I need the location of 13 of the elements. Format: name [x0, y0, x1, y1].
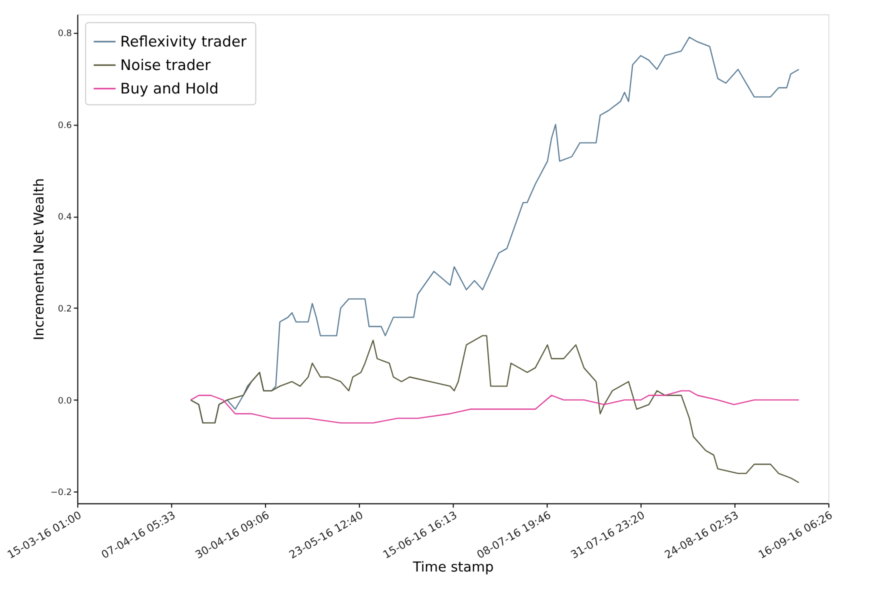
y-tick-label: 0.2: [58, 304, 72, 315]
line-series: [190, 335, 800, 484]
legend-label: Noise trader: [120, 57, 212, 74]
y-tick-label: −0.2: [50, 488, 72, 498]
line-series: [190, 390, 800, 424]
y-tick-label: 0.8: [58, 29, 72, 40]
x-axis-title: Time stamp: [412, 559, 494, 576]
y-tick-label: 0.0: [58, 396, 72, 406]
legend-label: Reflexivity trader: [120, 34, 248, 51]
y-tick-label: 0.4: [58, 212, 72, 223]
y-axis-title: Incremental Net Wealth: [32, 178, 48, 340]
y-tick-label: 0.6: [58, 120, 72, 131]
legend-label: Buy and Hold: [120, 80, 219, 98]
